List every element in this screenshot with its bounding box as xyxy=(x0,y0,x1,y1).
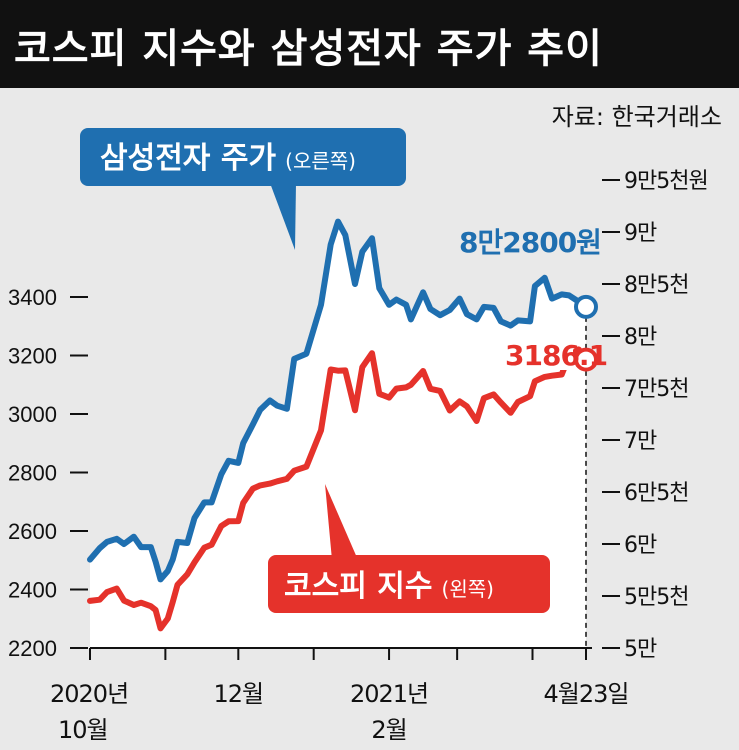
right-tick-label: 9만5천원 xyxy=(624,169,708,194)
x-tick-label: 2020년 xyxy=(50,680,128,708)
x-tick-label-line2: 10월 xyxy=(58,716,108,744)
x-tick-label-line2: 2월 xyxy=(371,716,406,744)
right-tick-label: 7만5천 xyxy=(624,377,688,402)
right-tick-label: 9만 xyxy=(624,221,657,246)
series-line-samsung xyxy=(87,218,589,583)
left-axis: 2200 2400 2600 2800 3000 3200 3400 xyxy=(8,285,88,661)
left-tick-label: 3000 xyxy=(8,402,57,427)
right-tick-label: 6만 xyxy=(624,533,657,558)
chart-title: 코스피 지수와 삼성전자 주가 추이 xyxy=(14,26,603,72)
callout-samsung-name: 삼성전자 주가 xyxy=(100,141,276,176)
left-tick-label: 2600 xyxy=(8,519,57,544)
left-tick-label: 3200 xyxy=(8,344,57,369)
source-label: 자료: 한국거래소 xyxy=(552,103,722,131)
left-tick-label: 2200 xyxy=(8,636,57,661)
right-tick-label: 7만 xyxy=(624,429,657,454)
right-tick-label: 6만5천 xyxy=(624,481,688,506)
callout-kospi-pointer xyxy=(325,484,358,560)
callout-samsung-note: (오른쪽) xyxy=(285,149,356,173)
left-tick-label: 2800 xyxy=(8,461,57,486)
end-label-kospi: 3186.1 xyxy=(505,339,607,372)
callout-samsung-pointer xyxy=(270,183,296,250)
left-tick-label: 2400 xyxy=(8,578,57,603)
callout-kospi-note: (왼쪽) xyxy=(442,577,494,601)
end-point-samsung xyxy=(574,294,598,319)
x-tick-label: 4월23일 xyxy=(544,680,629,708)
x-axis: 2020년 10월 12월 2021년 2월 4월23일 xyxy=(50,648,629,744)
end-label-kospi-bg xyxy=(505,336,573,370)
left-tick-label: 3400 xyxy=(8,285,57,310)
title-bar: 코스피 지수와 삼성전자 주가 추이 xyxy=(0,0,739,88)
right-tick-label: 5만5천 xyxy=(624,585,688,610)
callout-samsung-box xyxy=(80,128,406,186)
callout-kospi-name: 코스피 지수 xyxy=(284,569,432,604)
callout-kospi-box xyxy=(268,555,550,613)
callout-kospi-text: 코스피 지수 (왼쪽) xyxy=(284,569,494,604)
end-point-kospi xyxy=(574,347,598,372)
callout-kospi: 코스피 지수 (왼쪽) xyxy=(268,484,550,613)
x-tick-label: 12월 xyxy=(214,680,264,708)
x-tick-label: 2021년 xyxy=(350,680,428,708)
series-line-kospi xyxy=(87,346,589,632)
right-tick-label: 8만 xyxy=(624,325,657,350)
callout-samsung-text: 삼성전자 주가 (오른쪽) xyxy=(100,141,356,176)
callout-samsung: 삼성전자 주가 (오른쪽) xyxy=(80,128,406,250)
end-label-samsung: 8만2800원 xyxy=(459,226,601,259)
right-tick-label: 5만 xyxy=(624,637,657,662)
right-tick-label: 8만5천 xyxy=(624,273,688,298)
right-axis: 5만 5만5천 6만 6만5천 7만 7만5천 8만 8만5천 9만 9만5천원 xyxy=(602,169,709,662)
